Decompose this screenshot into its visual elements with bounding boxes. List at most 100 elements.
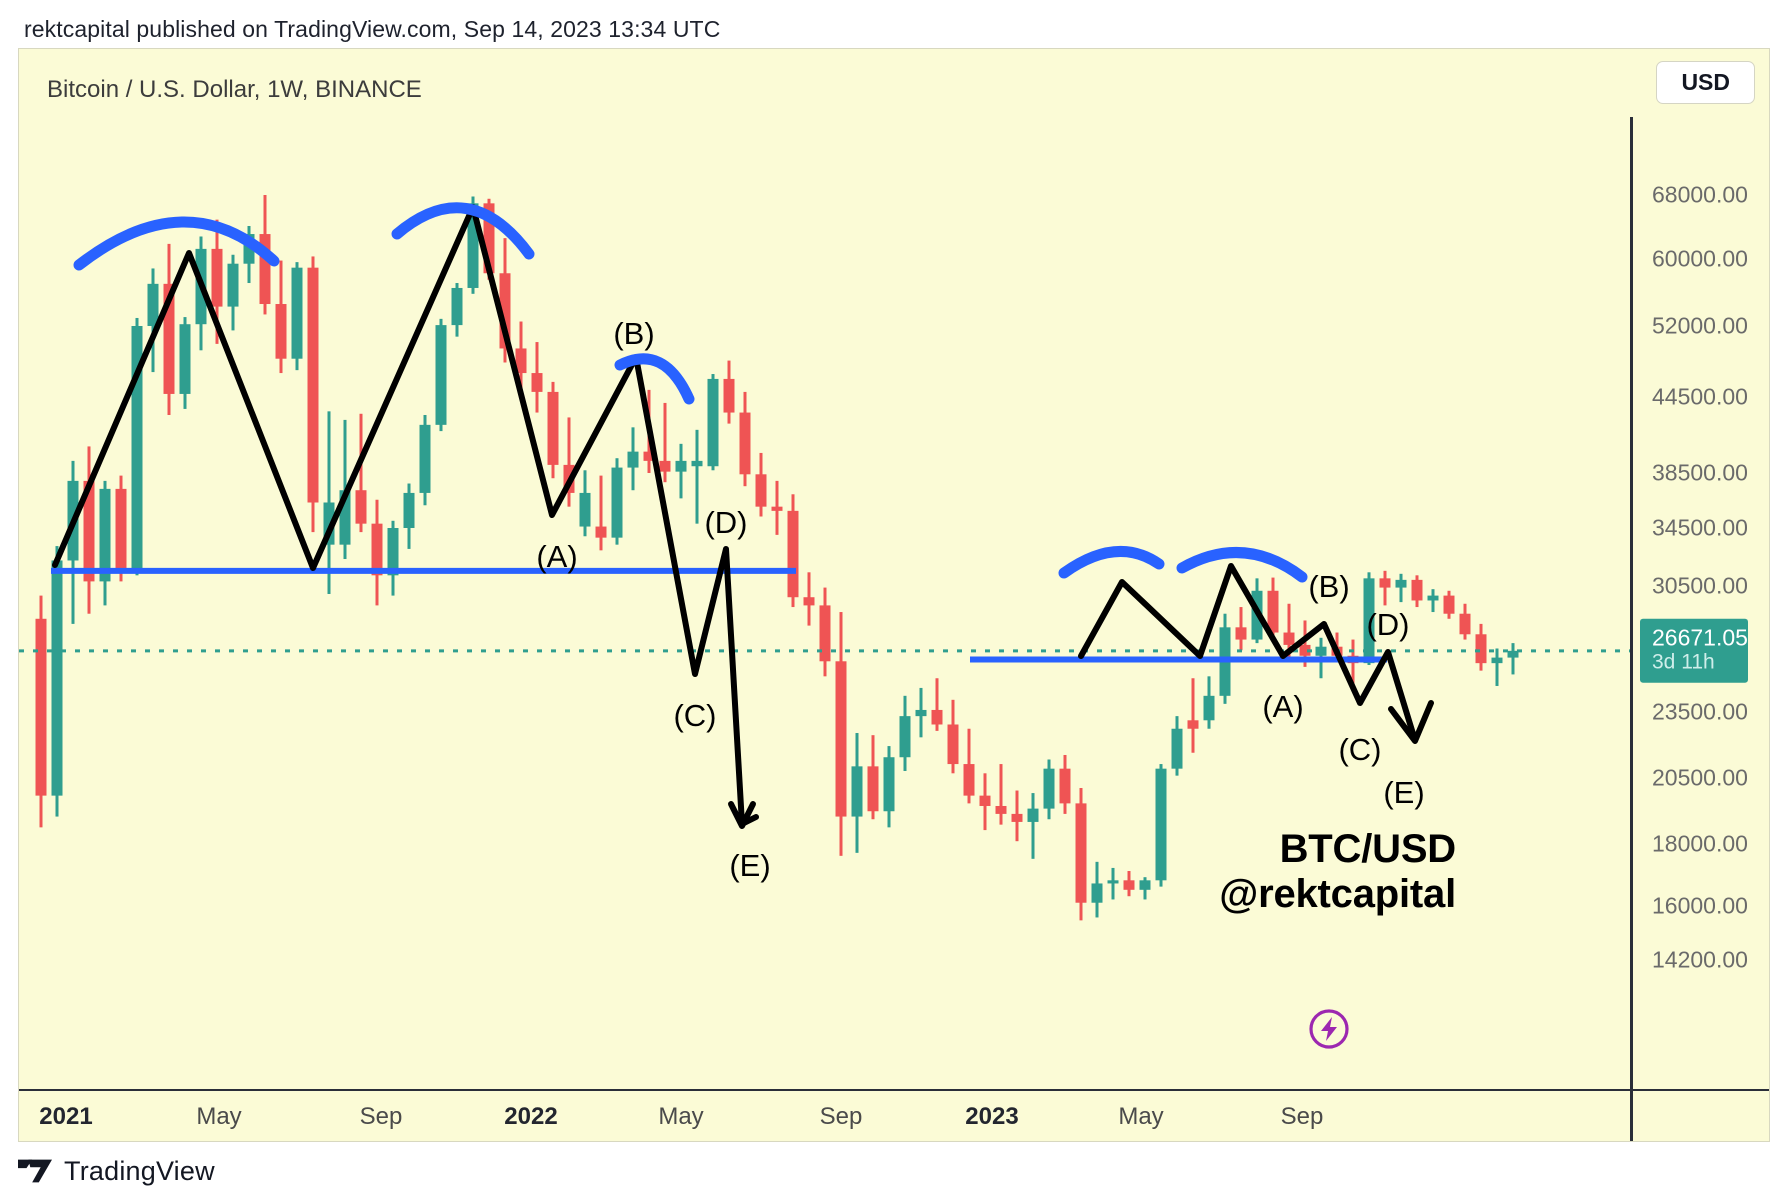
- price-tick-label: 14200.00: [1652, 946, 1748, 973]
- candle-body: [579, 492, 591, 527]
- wave-label: (E): [729, 848, 771, 883]
- candle-body: [243, 234, 255, 264]
- candle-wick: [935, 678, 939, 731]
- candle-body: [35, 618, 47, 796]
- candle-body: [307, 267, 319, 503]
- candle-body: [1299, 644, 1311, 656]
- candle-body: [515, 348, 527, 374]
- candle-body: [99, 488, 111, 582]
- wave-label: (A): [1262, 689, 1304, 724]
- candle-body: [467, 203, 479, 288]
- candle-body: [83, 480, 95, 582]
- current-price-badge[interactable]: 26671.05 3d 11h: [1640, 618, 1748, 684]
- candle-body: [227, 263, 239, 307]
- left-arrow-head: [728, 801, 756, 829]
- candle-body: [483, 203, 495, 274]
- candle-body: [963, 764, 975, 796]
- time-tick-label: Sep: [359, 1103, 403, 1130]
- candle-body: [899, 716, 911, 758]
- price-tick-label: 23500.00: [1652, 698, 1748, 725]
- candle-wick: [663, 402, 667, 483]
- current-price-countdown: 3d 11h: [1652, 650, 1715, 674]
- watermark-handle: @rektcapital: [1219, 872, 1456, 917]
- candle-body: [851, 766, 863, 817]
- candle-body: [739, 412, 751, 475]
- time-tick-label: May: [1118, 1103, 1164, 1130]
- candle-body: [1155, 768, 1167, 881]
- candle-body: [1395, 579, 1407, 588]
- candle-body: [979, 795, 991, 806]
- candle-body: [1267, 590, 1279, 633]
- candle-body: [147, 283, 159, 326]
- candle-body: [819, 605, 831, 662]
- chart-watermark: BTC/USD @rektcapital: [1219, 827, 1456, 917]
- candle-body: [1427, 595, 1439, 601]
- support-line-layer: [51, 567, 1387, 663]
- price-tick-label: 60000.00: [1652, 245, 1748, 272]
- chart-legend: Bitcoin / U.S. Dollar, 1W, BINANCE: [47, 76, 422, 103]
- candle-body: [419, 424, 431, 493]
- lightning-badge-icon[interactable]: [1307, 1007, 1351, 1051]
- time-scale[interactable]: 2021 May Sep 2022 May Sep 2023 May Sep: [19, 1085, 1769, 1141]
- candle-body: [915, 709, 927, 717]
- wave-label: (B): [1308, 569, 1350, 604]
- price-tick-label: 44500.00: [1652, 383, 1748, 410]
- candle-body: [1235, 627, 1247, 640]
- candle-body: [931, 709, 943, 725]
- price-tick-label: 34500.00: [1652, 514, 1748, 541]
- candle-body: [291, 267, 303, 359]
- price-tick-label: 18000.00: [1652, 830, 1748, 857]
- tradingview-wordmark: TradingView: [64, 1155, 215, 1186]
- candle-body: [547, 391, 559, 465]
- candle-body: [1507, 650, 1519, 658]
- candle-body: [1411, 579, 1423, 601]
- candle-wick: [999, 764, 1003, 825]
- candle-body: [179, 324, 191, 394]
- wave-label: (D): [1366, 607, 1410, 642]
- time-tick-label: Sep: [1280, 1103, 1324, 1130]
- candle-body: [163, 283, 175, 394]
- candle-body: [323, 502, 335, 545]
- candle-body: [1363, 578, 1375, 664]
- candle-body: [1139, 880, 1151, 890]
- candle-body: [1459, 613, 1471, 635]
- wave-label: (B): [613, 316, 655, 351]
- candlestick-series: [35, 195, 1519, 921]
- time-tick-label: May: [658, 1103, 704, 1130]
- candle-body: [755, 474, 767, 507]
- candle-body: [835, 661, 847, 817]
- candle-body: [339, 490, 351, 545]
- projection-arrow-head: [1388, 700, 1434, 744]
- candle-body: [691, 460, 703, 467]
- time-tick-label: 2022: [504, 1103, 558, 1130]
- candle-body: [1283, 632, 1295, 645]
- candle-body: [1091, 883, 1103, 903]
- footer-branding[interactable]: TradingView: [18, 1150, 215, 1192]
- currency-pill[interactable]: USD: [1656, 61, 1755, 104]
- candle-wick: [1111, 867, 1115, 900]
- candle-wick: [567, 417, 571, 507]
- candle-body: [995, 805, 1007, 814]
- wave-label: (C): [1338, 732, 1382, 767]
- candle-wick: [1399, 573, 1403, 603]
- candle-wick: [1287, 603, 1291, 658]
- candle-body: [1171, 728, 1183, 769]
- candle-body: [867, 766, 879, 812]
- time-tick-label: 2023: [965, 1103, 1019, 1130]
- candle-body: [787, 510, 799, 598]
- zigzag-trendline-right: [1078, 563, 1417, 740]
- price-tick-label: 68000.00: [1652, 181, 1748, 208]
- candle-body: [883, 757, 895, 812]
- candle-wick: [695, 429, 699, 524]
- wave-label: (E): [1383, 775, 1425, 810]
- candle-body: [1075, 803, 1087, 903]
- price-tick-label: 20500.00: [1652, 764, 1748, 791]
- wave-label: (A): [536, 539, 578, 574]
- chart-plot-area[interactable]: Bitcoin / U.S. Dollar, 1W, BINANCE (A) (B…: [19, 49, 1632, 1092]
- candle-body: [1443, 595, 1455, 614]
- candle-body: [451, 287, 463, 326]
- price-scale[interactable]: USD 68000.00 60000.00 52000.00 44500.00 3850…: [1630, 49, 1769, 1092]
- time-tick-label: Sep: [819, 1103, 863, 1130]
- candle-body: [259, 234, 271, 305]
- candle-body: [499, 273, 511, 349]
